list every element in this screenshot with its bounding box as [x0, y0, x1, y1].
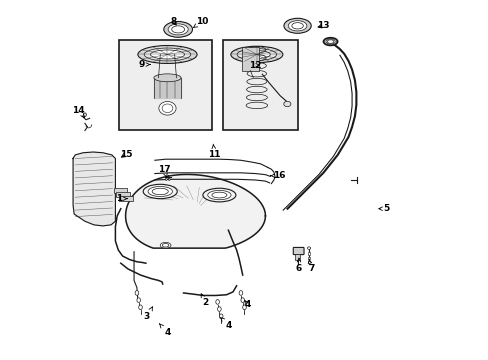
FancyBboxPatch shape [293, 247, 304, 255]
Ellipse shape [168, 178, 170, 180]
Text: 5: 5 [378, 204, 388, 213]
Ellipse shape [150, 50, 184, 59]
Ellipse shape [203, 188, 235, 202]
Ellipse shape [307, 247, 310, 249]
Text: 7: 7 [307, 259, 314, 274]
Ellipse shape [144, 48, 190, 61]
Ellipse shape [162, 243, 168, 247]
Ellipse shape [243, 50, 270, 58]
Text: 13: 13 [317, 21, 329, 30]
Ellipse shape [242, 305, 246, 310]
Ellipse shape [154, 74, 181, 82]
Text: 17: 17 [158, 166, 170, 177]
Text: 6: 6 [295, 258, 302, 274]
Text: 9: 9 [138, 60, 150, 69]
Ellipse shape [160, 242, 171, 248]
Ellipse shape [163, 22, 192, 37]
Bar [307, 261, 310, 263]
Polygon shape [73, 152, 115, 226]
Ellipse shape [211, 192, 226, 198]
Text: 15: 15 [120, 150, 132, 159]
Ellipse shape [138, 45, 197, 63]
Ellipse shape [284, 18, 310, 33]
Text: 10: 10 [193, 17, 208, 28]
Ellipse shape [287, 21, 306, 31]
Text: 4: 4 [159, 324, 170, 337]
Ellipse shape [217, 307, 221, 311]
Ellipse shape [139, 305, 142, 310]
Ellipse shape [239, 291, 242, 295]
Ellipse shape [207, 190, 230, 200]
Text: 12: 12 [248, 61, 261, 70]
Bar [113, 188, 127, 193]
Text: 2: 2 [201, 294, 208, 307]
Text: 16: 16 [270, 171, 285, 180]
Text: 8: 8 [170, 17, 176, 26]
Bar [294, 254, 300, 260]
Ellipse shape [143, 184, 177, 199]
Ellipse shape [237, 49, 276, 60]
Ellipse shape [83, 113, 86, 117]
Text: 14: 14 [72, 105, 85, 118]
Ellipse shape [135, 291, 139, 295]
Bar [307, 252, 310, 255]
Text: 11: 11 [208, 144, 220, 159]
Ellipse shape [323, 38, 337, 45]
Text: 3: 3 [143, 307, 152, 321]
Ellipse shape [215, 300, 219, 304]
Bar [119, 40, 212, 130]
Polygon shape [154, 78, 181, 98]
Bar [241, 47, 259, 71]
Ellipse shape [152, 188, 168, 195]
Bar [223, 40, 298, 130]
Ellipse shape [241, 298, 244, 302]
Text: 1: 1 [116, 194, 127, 203]
Ellipse shape [137, 298, 140, 302]
Ellipse shape [168, 24, 188, 35]
Polygon shape [125, 175, 265, 248]
Ellipse shape [165, 178, 167, 180]
Ellipse shape [230, 46, 282, 63]
Ellipse shape [283, 101, 290, 107]
Text: 4: 4 [220, 317, 231, 330]
Ellipse shape [148, 186, 172, 197]
Bar [119, 197, 133, 201]
Ellipse shape [159, 102, 176, 115]
Bar [307, 257, 310, 259]
Bar [116, 192, 130, 197]
Text: 4: 4 [244, 300, 251, 309]
Ellipse shape [219, 314, 223, 319]
